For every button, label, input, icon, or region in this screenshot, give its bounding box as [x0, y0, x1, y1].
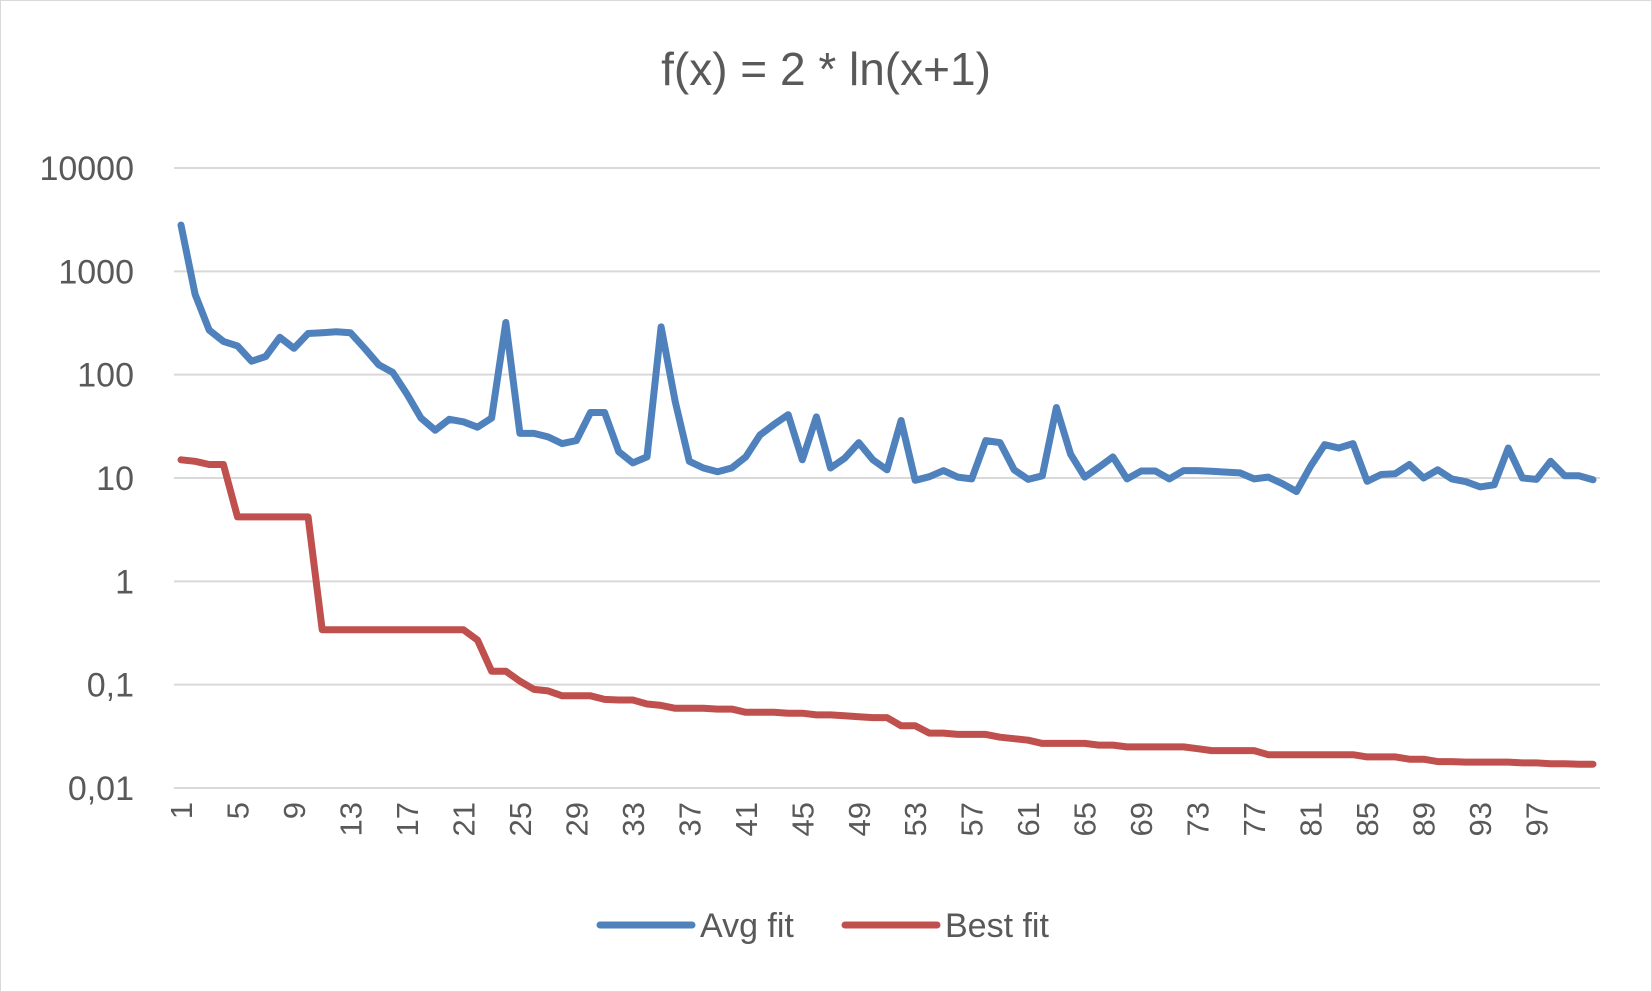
x-tick-label: 21 — [446, 802, 481, 836]
x-tick-label: 61 — [1011, 802, 1046, 836]
x-tick-label: 93 — [1463, 802, 1498, 836]
x-tick-label: 49 — [842, 802, 877, 836]
y-tick-label: 100 — [77, 357, 134, 395]
y-tick-label: 10000 — [39, 150, 134, 188]
x-tick-label: 37 — [672, 802, 707, 836]
x-tick-label: 5 — [220, 802, 255, 819]
x-tick-label: 29 — [559, 802, 594, 836]
series-line-avg-fit — [177, 221, 1597, 495]
x-tick-label: 41 — [729, 802, 764, 836]
x-tick-label: 85 — [1350, 802, 1385, 836]
y-tick-label: 10 — [96, 460, 134, 498]
series-lines — [177, 221, 1597, 768]
grid-lines — [174, 167, 1600, 789]
y-tick-label: 0,1 — [87, 667, 134, 705]
series-line-best-fit — [177, 456, 1597, 768]
legend-label: Best fit — [945, 907, 1049, 945]
x-tick-label: 13 — [333, 802, 368, 836]
x-tick-label: 65 — [1068, 802, 1103, 836]
x-tick-label: 69 — [1124, 802, 1159, 836]
x-tick-label: 25 — [503, 802, 538, 836]
x-tick-label: 9 — [277, 802, 312, 819]
y-tick-label: 0,01 — [68, 770, 134, 808]
x-tick-label: 89 — [1407, 802, 1442, 836]
legend: Avg fit Best fit — [596, 907, 1049, 945]
x-tick-label: 1 — [164, 802, 199, 819]
x-tick-label: 77 — [1237, 802, 1272, 836]
x-tick-label: 73 — [1181, 802, 1216, 836]
x-tick-label: 53 — [898, 802, 933, 836]
x-tick-label: 17 — [390, 802, 425, 836]
x-tick-label: 97 — [1520, 802, 1555, 836]
legend-label: Avg fit — [700, 907, 794, 945]
y-tick-label: 1 — [115, 563, 134, 601]
x-tick-label: 81 — [1294, 802, 1329, 836]
x-tick-label: 57 — [955, 802, 990, 836]
y-tick-label: 1000 — [58, 253, 134, 291]
chart-title: f(x) = 2 * ln(x+1) — [661, 43, 991, 95]
x-axis-tick-labels: 1 5 9 13 17 21 25 29 33 37 41 45 49 53 57 61 65 69 73 77 81 8… — [164, 802, 1555, 836]
y-axis-tick-labels: 0,01 0,1 1 10 100 1000 10000 — [39, 150, 134, 808]
x-tick-label: 45 — [785, 802, 820, 836]
x-tick-label: 33 — [616, 802, 651, 836]
